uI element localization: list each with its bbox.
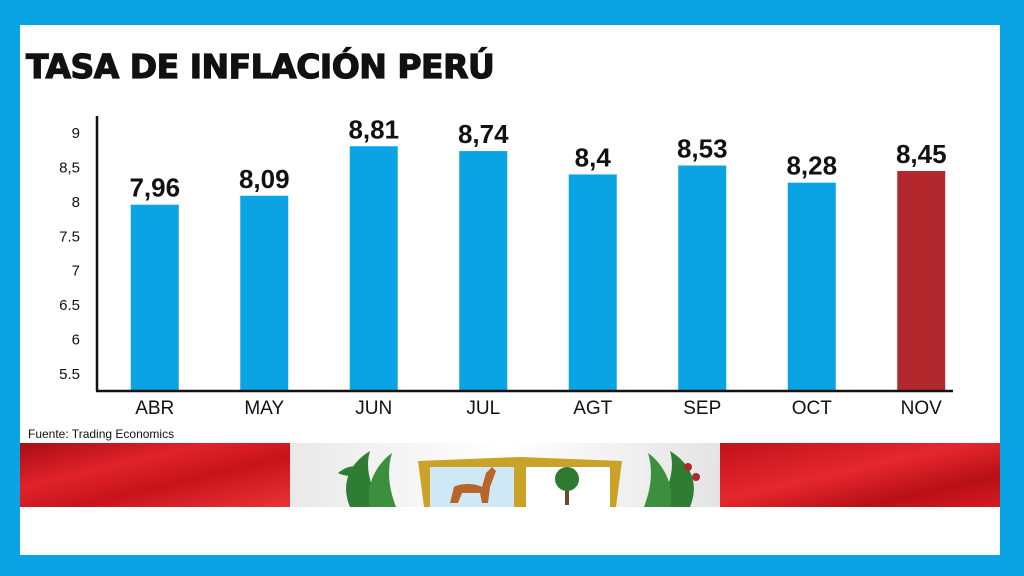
x-tick-label-oct: OCT: [792, 398, 833, 419]
x-tick-label-sep: SEP: [683, 398, 721, 419]
bar-agt: [568, 174, 617, 391]
bar-may: [240, 195, 289, 391]
y-tick-label: 7.5: [59, 228, 80, 245]
value-label-jul: 8,74: [458, 119, 509, 149]
value-label-oct: 8,28: [786, 151, 837, 181]
bar-nov: [897, 171, 946, 391]
value-label-nov: 8,45: [896, 139, 947, 169]
y-tick-label: 6: [72, 331, 80, 348]
value-label-abr: 7,96: [129, 173, 180, 203]
x-tick-label-nov: NOV: [901, 398, 943, 419]
y-tick-label: 9: [72, 125, 80, 142]
bar-sep: [678, 165, 727, 391]
value-label-jun: 8,81: [348, 114, 399, 144]
bar-chart: 5.5 6 6.5 7 7.5 8 8,5 9 7,96 8,09 8,81 8,74 8,4 8,53…: [59, 114, 953, 419]
bar-abr: [130, 204, 179, 391]
value-label-sep: 8,53: [677, 134, 728, 164]
y-tick-label: 8,5: [59, 160, 80, 177]
y-tick-label: 7: [72, 263, 80, 280]
y-tick-label: 6.5: [59, 297, 80, 314]
bars: [130, 146, 946, 391]
bar-oct: [787, 182, 836, 391]
chart-panel: TASA DE INFLACIÓN PERÚ 5.5 6 6.5 7 7.5 8 8,5 9 …: [20, 25, 1000, 555]
x-tick-label-abr: ABR: [135, 398, 174, 419]
y-tick-label: 8: [72, 194, 80, 211]
bar-jun: [349, 146, 398, 391]
value-label-may: 8,09: [239, 164, 290, 194]
x-axis-labels: ABR MAY JUN JUL AGT SEP OCT NOV: [135, 398, 942, 419]
value-label-agt: 8,4: [575, 142, 612, 172]
bar-jul: [459, 151, 508, 391]
chart-title: TASA DE INFLACIÓN PERÚ: [25, 46, 495, 86]
value-labels: 7,96 8,09 8,81 8,74 8,4 8,53 8,28 8,45: [129, 114, 946, 202]
x-tick-label-jul: JUL: [466, 398, 500, 419]
x-tick-label-jun: JUN: [355, 398, 392, 419]
x-tick-label-agt: AGT: [573, 398, 612, 419]
source-note: Fuente: Trading Economics: [28, 427, 175, 441]
y-axis-ticks: 5.5 6 6.5 7 7.5 8 8,5 9: [59, 125, 80, 383]
peru-flag-coat-of-arms-icon: [20, 443, 1000, 507]
x-tick-label-may: MAY: [244, 398, 284, 419]
y-tick-label: 5.5: [59, 366, 80, 383]
